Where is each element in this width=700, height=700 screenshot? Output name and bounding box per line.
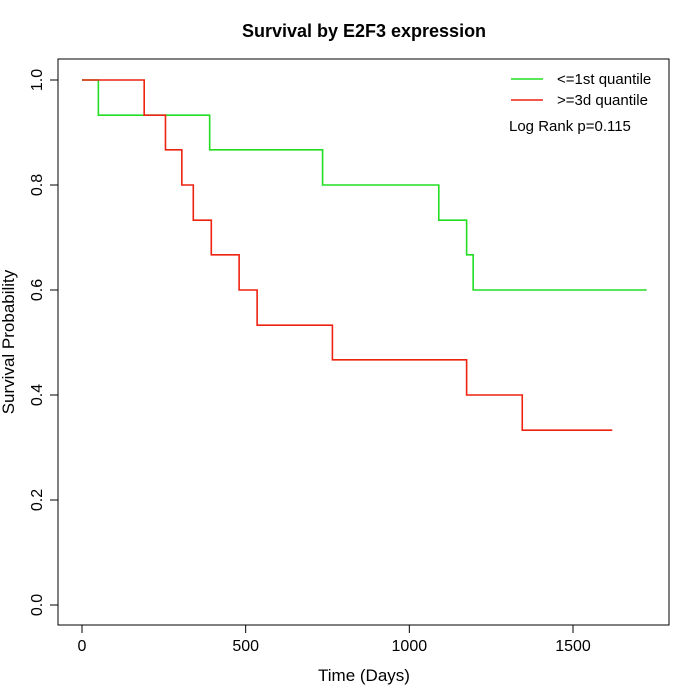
- y-axis-label: Survival Probability: [0, 269, 18, 414]
- legend-label-series-1: <=1st quantile: [557, 71, 651, 88]
- log-rank-annotation: Log Rank p=0.115: [509, 118, 631, 135]
- chart-title: Survival by E2F3 expression: [242, 21, 486, 41]
- x-tick-label: 1500: [555, 638, 591, 655]
- series-layer: [82, 79, 647, 431]
- survival-curve-series-1: [82, 79, 647, 291]
- x-tick-label: 1000: [392, 638, 428, 655]
- y-tick-label: 0.6: [29, 279, 46, 301]
- y-tick-label: 0.4: [29, 384, 46, 406]
- x-axis-label: Time (Days): [318, 666, 410, 685]
- y-axis: 0.0 0.2 0.4 0.6 0.8 1.0: [29, 69, 58, 616]
- y-tick-label: 0.0: [29, 594, 46, 616]
- x-tick-label: 500: [232, 638, 259, 655]
- survival-curve-series-2: [82, 79, 613, 431]
- y-tick-label: 0.2: [29, 489, 46, 511]
- y-tick-label: 1.0: [29, 69, 46, 91]
- plot-frame: [57, 58, 670, 626]
- legend: <=1st quantile >=3d quantile: [511, 71, 651, 109]
- y-tick-label: 0.8: [29, 174, 46, 196]
- legend-label-series-2: >=3d quantile: [557, 92, 648, 109]
- x-axis: 0 500 1000 1500: [78, 625, 591, 655]
- x-tick-label: 0: [78, 638, 87, 655]
